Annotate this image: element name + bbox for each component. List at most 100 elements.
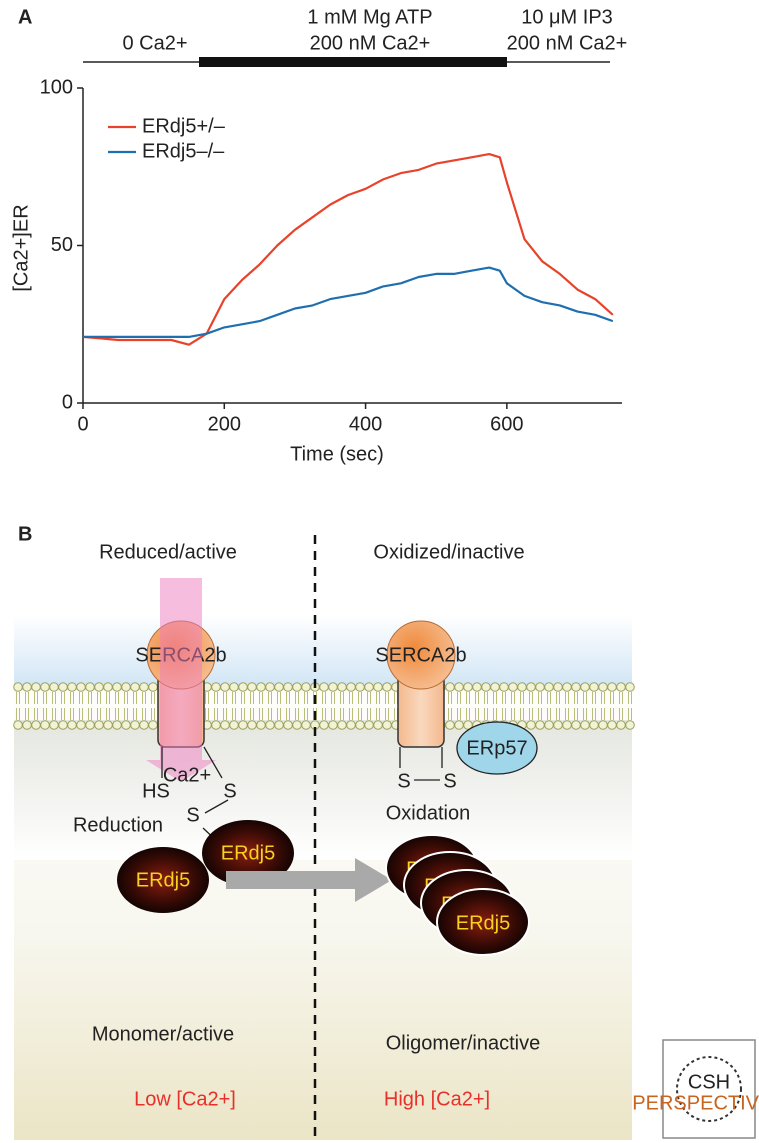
lipid-head — [49, 720, 59, 730]
lipid-tail — [304, 692, 308, 720]
diagram: B Reduced/active Oxidized/inactive SERCA… — [13, 523, 635, 1143]
heading: Reduced/active — [99, 541, 237, 563]
lipid-head — [22, 720, 32, 730]
lipid-head — [625, 682, 635, 692]
lipid-tail — [151, 692, 155, 720]
lipid-head — [67, 720, 77, 730]
lipid-head — [499, 682, 509, 692]
lipid-head — [229, 720, 239, 730]
lipid-head — [139, 682, 149, 692]
lipid-head — [31, 720, 41, 730]
lipid-head — [328, 720, 338, 730]
lipid-head — [535, 720, 545, 730]
lipid-head — [328, 682, 338, 692]
lipid-head — [58, 682, 68, 692]
lipid-head — [265, 682, 275, 692]
y-axis-label: [Ca2+]ER — [10, 204, 32, 291]
y-tick-label: 50 — [51, 234, 73, 256]
erp57-label: ERp57 — [466, 737, 527, 759]
lipid-head — [256, 720, 266, 730]
logo-ring — [676, 1056, 742, 1122]
lipid-head — [238, 682, 248, 692]
lipid-head — [319, 682, 329, 692]
lipid-head — [517, 682, 527, 692]
lipid-head — [265, 720, 275, 730]
lipid-head — [58, 720, 68, 730]
lipid-head — [562, 682, 572, 692]
lipid-tail — [268, 692, 272, 720]
lipid-head — [22, 682, 32, 692]
erdj5-label: ERdj5 — [136, 869, 190, 891]
lipid-head — [211, 720, 221, 730]
lipid-head — [535, 682, 545, 692]
lipid-head — [373, 682, 383, 692]
lipid-head — [382, 720, 392, 730]
lipid-head — [292, 682, 302, 692]
lipid-head — [13, 682, 23, 692]
lipid-head — [121, 682, 131, 692]
er-lumen-glow — [14, 615, 632, 690]
lipid-tail — [259, 692, 263, 720]
lipid-tail — [205, 692, 209, 720]
lipid-head — [85, 682, 95, 692]
lipid-tail — [331, 692, 335, 720]
lipid-head — [445, 720, 455, 730]
lipid-head — [112, 720, 122, 730]
lipid-head — [319, 720, 329, 730]
lipid-tail — [322, 692, 326, 720]
lipid-head — [571, 720, 581, 730]
lipid-tail — [124, 692, 128, 720]
lipid-tail — [511, 692, 515, 720]
lipid-head — [13, 720, 23, 730]
lipid-head — [616, 682, 626, 692]
legend-label: ERdj5–/– — [142, 140, 225, 162]
lipid-head — [571, 682, 581, 692]
lipid-tail — [601, 692, 605, 720]
state-label: Oligomer/inactive — [386, 1032, 541, 1054]
lipid-head — [544, 720, 554, 730]
panel-label: B — [18, 523, 32, 545]
lipid-tail — [25, 692, 29, 720]
lipid-tail — [592, 692, 596, 720]
lipid-head — [283, 682, 293, 692]
lipid-head — [364, 720, 374, 730]
oxidation-label: Oxidation — [386, 802, 471, 824]
lipid-head — [103, 682, 113, 692]
lipid-tail — [448, 692, 452, 720]
lipid-head — [580, 682, 590, 692]
lipid-tail — [538, 692, 542, 720]
lipid-head — [301, 682, 311, 692]
lipid-head — [76, 682, 86, 692]
y-tick-label: 0 — [62, 391, 73, 413]
cytosol-shade — [14, 720, 632, 860]
lipid-head — [112, 682, 122, 692]
reduction-label: Reduction — [73, 814, 163, 836]
calcium-label: Low [Ca2+] — [134, 1088, 236, 1110]
lipid-tail — [583, 692, 587, 720]
lipid-head — [337, 682, 347, 692]
lipid-head — [346, 682, 356, 692]
lipid-head — [445, 682, 455, 692]
ca-arrow — [146, 578, 216, 782]
lipid-head — [598, 682, 608, 692]
lipid-head — [256, 682, 266, 692]
lipid-head — [454, 682, 464, 692]
lipid-head — [364, 682, 374, 692]
conversion-arrow — [226, 858, 392, 902]
lipid-head — [121, 720, 131, 730]
lipid-head — [589, 682, 599, 692]
lipid-head — [472, 682, 482, 692]
lipid-head — [283, 720, 293, 730]
lipid-tail — [52, 692, 56, 720]
lipid-head — [562, 720, 572, 730]
lipid-tail — [34, 692, 38, 720]
erdj5 — [436, 888, 530, 956]
lipid-tail — [556, 692, 560, 720]
heading: Oxidized/inactive — [373, 541, 524, 563]
lipid-tail — [250, 692, 254, 720]
lipid-tail — [115, 692, 119, 720]
lipid-tail — [529, 692, 533, 720]
x-tick-label: 0 — [77, 413, 88, 435]
lipid-head — [463, 682, 473, 692]
